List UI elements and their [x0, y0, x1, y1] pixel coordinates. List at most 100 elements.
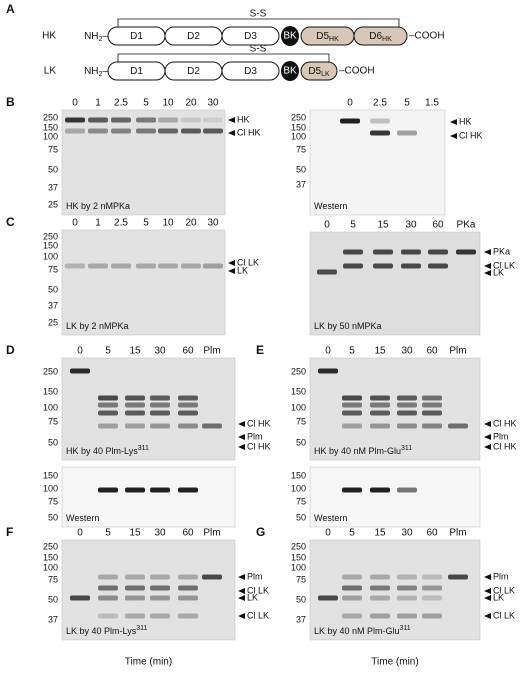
panel-letter: F	[6, 525, 13, 539]
lane-label: 5	[349, 346, 355, 357]
gel-band	[422, 410, 442, 416]
band-label: Plm	[493, 571, 509, 581]
gel	[61, 229, 226, 336]
marker-label: 75	[48, 144, 58, 154]
gel-band	[98, 595, 118, 601]
gel-band	[65, 128, 85, 134]
lane-label: 30	[154, 528, 166, 539]
gel-band	[343, 249, 363, 255]
marker-label: 150	[43, 552, 58, 562]
marker-label: 150	[291, 386, 306, 396]
band-label: Plm	[493, 431, 509, 441]
marker-label: 250	[291, 541, 306, 551]
gel-band	[370, 410, 390, 416]
gel-band	[125, 613, 145, 619]
gel-band	[428, 249, 448, 255]
domain-label-text: D6	[369, 31, 382, 42]
n-terminus-sub: 2	[99, 36, 103, 43]
gel	[309, 357, 481, 461]
gel-band	[125, 585, 145, 591]
gel-band	[98, 574, 118, 580]
marker-label: 100	[43, 251, 58, 261]
band-arrow	[228, 117, 235, 123]
marker-label: 100	[291, 562, 306, 572]
marker-label: 50	[296, 594, 306, 604]
band-arrow	[484, 588, 491, 594]
gel-band	[70, 368, 90, 374]
gel-band	[181, 128, 201, 134]
gel-band	[422, 613, 442, 619]
marker-label: 37	[296, 614, 306, 624]
domain-label: D1	[130, 66, 143, 77]
marker-label: 37	[48, 300, 58, 310]
gel-band	[98, 585, 118, 591]
gel-caption-text: LK by 40 Plm-Lys	[66, 626, 137, 636]
gel-band	[370, 585, 390, 591]
gel-caption-text: LK by 50 nMPKa	[314, 321, 382, 331]
marker-label: 100	[43, 402, 58, 412]
gel-caption-sup: 311	[401, 445, 412, 452]
gel-band	[65, 117, 85, 123]
band-arrow	[450, 119, 457, 125]
domain-label: D3	[244, 31, 257, 42]
gel	[309, 231, 481, 336]
band-label: Cl LK	[493, 585, 515, 595]
band-arrow	[484, 421, 491, 427]
gel-band	[397, 613, 417, 619]
lane-label: Plm	[203, 346, 220, 357]
gel-band	[98, 423, 118, 429]
band-label: Cl HK	[459, 130, 483, 140]
gel-band	[111, 117, 131, 123]
marker-label: 75	[296, 416, 306, 426]
gel-band	[397, 395, 417, 401]
lane-label: 60	[426, 346, 438, 357]
band-arrow	[238, 595, 245, 601]
gel-band	[342, 402, 362, 408]
gel-caption-sup: 311	[136, 625, 147, 632]
gel	[309, 466, 481, 528]
gel-band	[111, 128, 131, 134]
panel-letter: E	[256, 343, 264, 357]
band-arrow	[484, 444, 491, 450]
band-label: LK	[237, 265, 248, 275]
gel-band	[203, 128, 223, 134]
gel-band	[203, 263, 223, 269]
lane-label: 30	[401, 346, 413, 357]
band-label: LK	[247, 592, 258, 602]
lane-label: 0	[325, 346, 331, 357]
n-terminus-sub: 2	[99, 71, 103, 78]
domain-label: D2	[187, 31, 200, 42]
gel-band	[136, 128, 156, 134]
gel-band	[125, 595, 145, 601]
lane-label: Plm	[449, 528, 466, 539]
band-arrow	[228, 260, 235, 266]
marker-label: 100	[291, 402, 306, 412]
marker-label: 50	[48, 284, 58, 294]
domain-label-text: D3	[244, 66, 257, 77]
gel-band	[150, 574, 170, 580]
gel-band	[150, 585, 170, 591]
domain-label-text: D5	[308, 66, 321, 77]
gel-band	[448, 423, 468, 429]
marker-label: 50	[48, 164, 58, 174]
gel-band	[401, 263, 421, 269]
gel-band	[370, 402, 390, 408]
gel-band	[342, 585, 362, 591]
domain-label-sub: LK	[321, 71, 330, 78]
gel-band	[422, 423, 442, 429]
marker-label: 100	[43, 562, 58, 572]
gel-band	[318, 368, 338, 374]
lane-label: 0	[72, 98, 78, 109]
panel-letter: A	[6, 2, 15, 16]
band-label: Cl HK	[247, 441, 271, 451]
gel-band	[178, 402, 198, 408]
marker-label: 250	[291, 112, 306, 122]
gel-band	[370, 487, 390, 493]
band-arrow	[238, 421, 245, 427]
domain-label-text: D3	[244, 31, 257, 42]
band-arrow	[228, 130, 235, 136]
gel-caption: Western	[314, 513, 347, 523]
gel-band	[178, 410, 198, 416]
lane-label: 5	[349, 528, 355, 539]
gel-band	[343, 263, 363, 269]
